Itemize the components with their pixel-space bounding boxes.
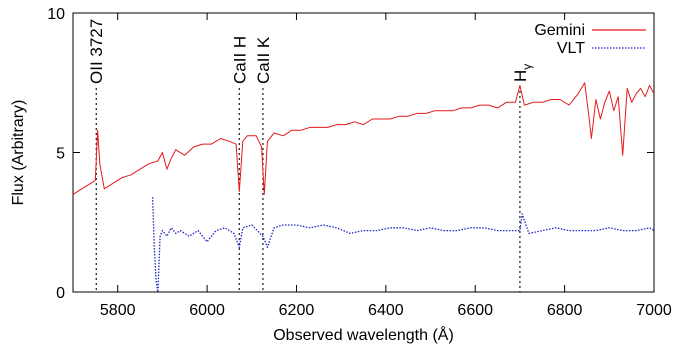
x-tick-label: 6600 bbox=[457, 302, 493, 319]
series-layer bbox=[72, 82, 655, 293]
x-tick-label: 6800 bbox=[547, 302, 583, 319]
x-tick-label: 6400 bbox=[368, 302, 404, 319]
y-tick-label: 0 bbox=[56, 285, 65, 302]
x-tick-label: 6200 bbox=[279, 302, 315, 319]
legend-label-vlt: VLT bbox=[557, 40, 585, 57]
y-axis-label: Flux (Arbitrary) bbox=[10, 100, 27, 206]
legend-label-gemini: Gemini bbox=[534, 22, 585, 39]
line-marker-label-2: CaII K bbox=[254, 36, 273, 84]
y-tick-label: 10 bbox=[47, 6, 65, 23]
line-marker-label-3: Hγ bbox=[511, 64, 534, 82]
line-marker-label-1: CaII H bbox=[230, 36, 249, 84]
ticks-layer: 5800 6000 6200 6400 6600 6800 7000 0 5 10 bbox=[47, 6, 672, 319]
x-tick-label: 6000 bbox=[189, 302, 225, 319]
spectral-line-markers: OII 3727 CaII H CaII K Hγ bbox=[87, 19, 534, 292]
y-tick-label: 5 bbox=[56, 146, 65, 163]
x-tick-label: 7000 bbox=[636, 302, 672, 319]
line-marker-label-0: OII 3727 bbox=[87, 19, 106, 84]
series-line-gemini bbox=[72, 82, 655, 195]
x-tick-label: 5800 bbox=[100, 302, 136, 319]
legend: Gemini VLT bbox=[534, 22, 646, 57]
series-line-vlt bbox=[151, 197, 655, 293]
x-axis-label: Observed wavelength (Å) bbox=[273, 325, 454, 344]
